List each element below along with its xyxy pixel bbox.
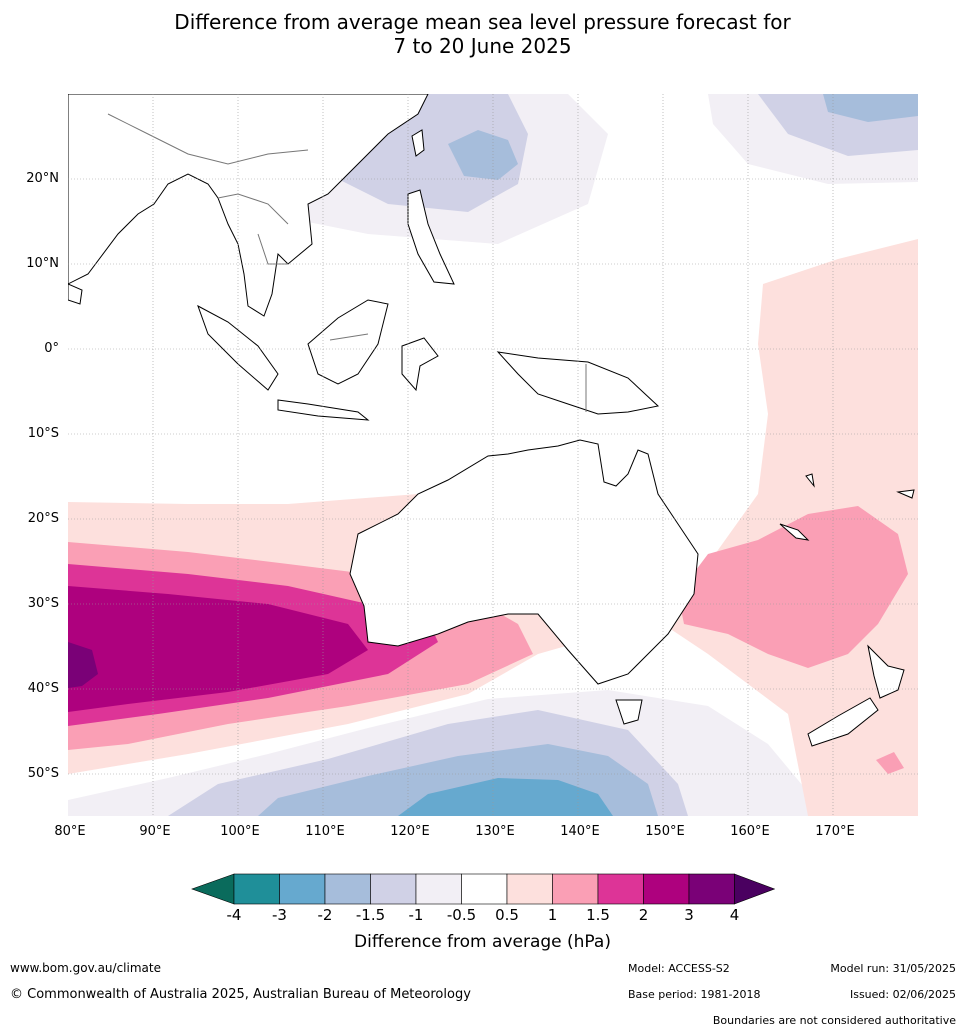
colorbar-tick: -0.5 bbox=[446, 906, 477, 924]
website-link[interactable]: www.bom.gov.au/climate bbox=[10, 961, 161, 975]
lat-label-30s: 30°S bbox=[27, 596, 59, 611]
colorbar-tick: -4 bbox=[226, 906, 242, 924]
boundary-disclaimer: Boundaries are not considered authoritat… bbox=[712, 1014, 956, 1027]
colorbar-extend-high bbox=[734, 873, 776, 905]
base-period: Base period: 1981-2018 bbox=[628, 988, 761, 1001]
lat-label-40s: 40°S bbox=[27, 681, 59, 696]
colorbar-bin bbox=[415, 873, 462, 905]
lat-label-20n: 20°N bbox=[26, 171, 59, 186]
contour-pos-3-south bbox=[68, 642, 98, 688]
colorbar-tick: -3 bbox=[272, 906, 287, 924]
colorbar-extend-low bbox=[191, 873, 235, 905]
colorbar-tick: -2 bbox=[317, 906, 333, 924]
lon-label-80e: 80°E bbox=[54, 824, 86, 839]
lon-label-90e: 90°E bbox=[139, 824, 171, 839]
colorbar-bin bbox=[597, 873, 644, 905]
lat-label-0: 0° bbox=[44, 341, 59, 356]
fiji-outline bbox=[896, 489, 915, 499]
lon-label-150e: 150°E bbox=[645, 824, 685, 839]
colorbar-tick: 2 bbox=[638, 906, 649, 924]
taiwan-outline bbox=[411, 129, 425, 157]
colorbar-bin bbox=[370, 873, 417, 905]
mainland-asia-outline bbox=[68, 94, 429, 317]
colorbar-tick: -1 bbox=[408, 906, 424, 924]
sumatra-outline bbox=[197, 304, 279, 391]
contour-neg-1.5-north bbox=[448, 130, 518, 180]
colorbar-swatches bbox=[191, 873, 776, 905]
lat-label-20s: 20°S bbox=[27, 511, 59, 526]
lon-label-160e: 160°E bbox=[730, 824, 770, 839]
issued-date: Issued: 02/06/2025 bbox=[849, 988, 956, 1001]
colorbar-tick: -1.5 bbox=[355, 906, 386, 924]
copyright: © Commonwealth of Australia 2025, Austra… bbox=[10, 987, 471, 1002]
new-zealand-north bbox=[867, 644, 905, 699]
colorbar-tick: 1 bbox=[547, 906, 558, 924]
colorbar-bin bbox=[324, 873, 371, 905]
new-caledonia-outline bbox=[779, 523, 810, 541]
contour-neg-1.5-ne bbox=[823, 94, 918, 122]
title-line-2: 7 to 20 June 2025 bbox=[393, 34, 572, 58]
lon-label-120e: 120°E bbox=[390, 824, 430, 839]
contour-neg-2-south bbox=[398, 778, 613, 816]
borneo-outline bbox=[307, 299, 389, 385]
lon-label-140e: 140°E bbox=[560, 824, 600, 839]
tasmania-outline bbox=[615, 699, 643, 725]
colorbar-tick: 3 bbox=[684, 906, 694, 924]
colorbar-tick: 4 bbox=[729, 906, 740, 924]
colorbar-bin bbox=[461, 873, 508, 905]
border-asia-2 bbox=[217, 193, 289, 225]
colorbar-title: Difference from average (hPa) bbox=[354, 932, 611, 952]
contour-pos-1-nz-south bbox=[876, 752, 904, 774]
colorbar-tick: 0.5 bbox=[495, 906, 519, 924]
australia-outline bbox=[349, 439, 699, 685]
pressure-anomaly-map bbox=[68, 94, 918, 816]
map-title: Difference from average mean sea level p… bbox=[0, 10, 965, 58]
colorbar-bin bbox=[688, 873, 735, 905]
new-zealand-south bbox=[807, 697, 879, 747]
philippines-outline bbox=[407, 189, 455, 285]
lon-label-170e: 170°E bbox=[815, 824, 855, 839]
border-borneo bbox=[329, 333, 369, 341]
colorbar-bin bbox=[643, 873, 690, 905]
graticule bbox=[68, 94, 918, 816]
colorbar-tick: 1.5 bbox=[586, 906, 610, 924]
colorbar-bin bbox=[506, 873, 553, 905]
colorbar bbox=[190, 872, 776, 910]
colorbar-bin bbox=[552, 873, 599, 905]
lat-label-10n: 10°N bbox=[26, 256, 59, 271]
model-run: Model run: 31/05/2025 bbox=[830, 962, 956, 975]
lat-label-10s: 10°S bbox=[27, 426, 59, 441]
lon-label-110e: 110°E bbox=[305, 824, 345, 839]
contour-pos-2-south bbox=[68, 586, 368, 712]
country-borders bbox=[107, 113, 587, 412]
lat-label-50s: 50°S bbox=[27, 766, 59, 781]
colorbar-bin bbox=[233, 873, 280, 905]
model-name: Model: ACCESS-S2 bbox=[628, 962, 730, 975]
lon-label-130e: 130°E bbox=[475, 824, 515, 839]
sulawesi-outline bbox=[401, 337, 439, 392]
vanuatu-outline bbox=[805, 473, 815, 488]
map-canvas bbox=[68, 94, 918, 816]
sri-lanka-outline bbox=[68, 283, 83, 305]
contour-pos-1-tasman bbox=[678, 506, 908, 668]
lon-label-100e: 100°E bbox=[220, 824, 260, 839]
title-line-1: Difference from average mean sea level p… bbox=[174, 10, 791, 34]
border-asia-1 bbox=[107, 113, 309, 165]
colorbar-bin bbox=[279, 873, 326, 905]
